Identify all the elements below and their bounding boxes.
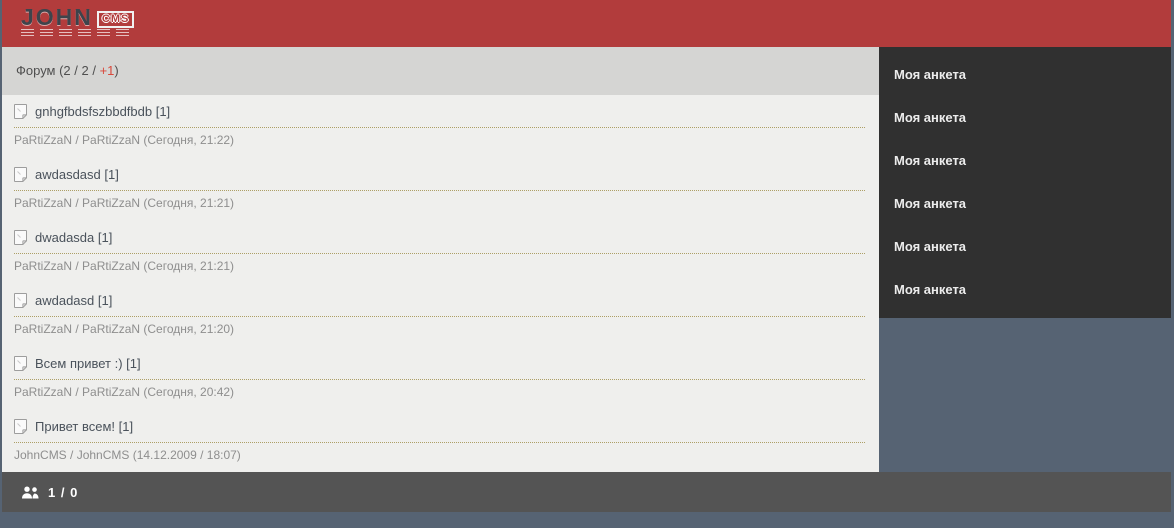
topic-list: gnhgfbdsfszbbdfbdb [1] PaRtiZzaN / PaRti… xyxy=(2,95,879,472)
topic-title: Всем привет :) [1] xyxy=(35,356,141,371)
topic-title: awdadasd [1] xyxy=(35,293,113,308)
topic-item: awdasdasd [1] PaRtiZzaN / PaRtiZzaN (Сег… xyxy=(2,158,879,221)
document-icon xyxy=(14,230,27,245)
logo-reflection-decoration xyxy=(21,29,133,37)
users-icon xyxy=(22,486,39,498)
sidebar-menu: Моя анкета Моя анкета Моя анкета Моя анк… xyxy=(879,47,1171,318)
document-icon xyxy=(14,356,27,371)
forum-title-prefix: Форум (2 / 2 / xyxy=(16,63,100,78)
status-bar: 1 / 0 xyxy=(2,472,1171,512)
forum-new-count: +1 xyxy=(99,63,115,78)
online-counter[interactable]: 1 / 0 xyxy=(48,484,79,500)
topic-link[interactable]: Привет всем! [1] xyxy=(14,419,865,443)
topic-link[interactable]: gnhgfbdsfszbbdfbdb [1] xyxy=(14,104,865,128)
topic-item: awdadasd [1] PaRtiZzaN / PaRtiZzaN (Сего… xyxy=(2,284,879,347)
topic-title: gnhgfbdsfszbbdfbdb [1] xyxy=(35,104,171,119)
topic-item: gnhgfbdsfszbbdfbdb [1] PaRtiZzaN / PaRti… xyxy=(2,95,879,158)
sidebar-item-my-profile[interactable]: Моя анкета xyxy=(894,153,967,168)
logo-john-text: JOHN xyxy=(21,4,93,30)
topic-meta: PaRtiZzaN / PaRtiZzaN (Сегодня, 21:21) xyxy=(14,196,235,210)
forum-header: Форум (2 / 2 / +1) xyxy=(2,47,879,95)
site-logo[interactable]: JOHN CMS xyxy=(21,4,135,41)
topic-item: Всем привет :) [1] PaRtiZzaN / PaRtiZzaN… xyxy=(2,347,879,410)
topic-meta: PaRtiZzaN / PaRtiZzaN (Сегодня, 21:22) xyxy=(14,133,235,147)
topic-item: dwadasda [1] PaRtiZzaN / PaRtiZzaN (Сего… xyxy=(2,221,879,284)
document-icon xyxy=(14,104,27,119)
topic-meta: JohnCMS / JohnCMS (14.12.2009 / 18:07) xyxy=(14,448,241,462)
topic-link[interactable]: awdasdasd [1] xyxy=(14,167,865,191)
topic-title: dwadasda [1] xyxy=(35,230,113,245)
forum-title-suffix: ) xyxy=(114,63,119,78)
topic-link[interactable]: Всем привет :) [1] xyxy=(14,356,865,380)
document-icon xyxy=(14,419,27,434)
sidebar-item-my-profile[interactable]: Моя анкета xyxy=(894,282,967,297)
topic-meta: PaRtiZzaN / PaRtiZzaN (Сегодня, 21:20) xyxy=(14,322,235,336)
topic-link[interactable]: awdadasd [1] xyxy=(14,293,865,317)
sidebar-item-my-profile[interactable]: Моя анкета xyxy=(894,239,967,254)
document-icon xyxy=(14,293,27,308)
logo-cms-badge: CMS xyxy=(96,11,135,28)
topic-meta: PaRtiZzaN / PaRtiZzaN (Сегодня, 21:21) xyxy=(14,259,235,273)
sidebar-item-my-profile[interactable]: Моя анкета xyxy=(894,196,967,211)
main-content: Форум (2 / 2 / +1) gnhgfbdsfszbbdfbdb [1… xyxy=(2,47,879,472)
sidebar-item-my-profile[interactable]: Моя анкета xyxy=(894,67,967,82)
document-icon xyxy=(14,167,27,182)
topic-link[interactable]: dwadasda [1] xyxy=(14,230,865,254)
topic-item: Привет всем! [1] JohnCMS / JohnCMS (14.1… xyxy=(2,410,879,473)
topic-title: awdasdasd [1] xyxy=(35,167,119,182)
topic-title: Привет всем! [1] xyxy=(35,419,134,434)
sidebar-item-my-profile[interactable]: Моя анкета xyxy=(894,110,967,125)
header-bar: JOHN CMS xyxy=(2,0,1171,47)
topic-meta: PaRtiZzaN / PaRtiZzaN (Сегодня, 20:42) xyxy=(14,385,235,399)
